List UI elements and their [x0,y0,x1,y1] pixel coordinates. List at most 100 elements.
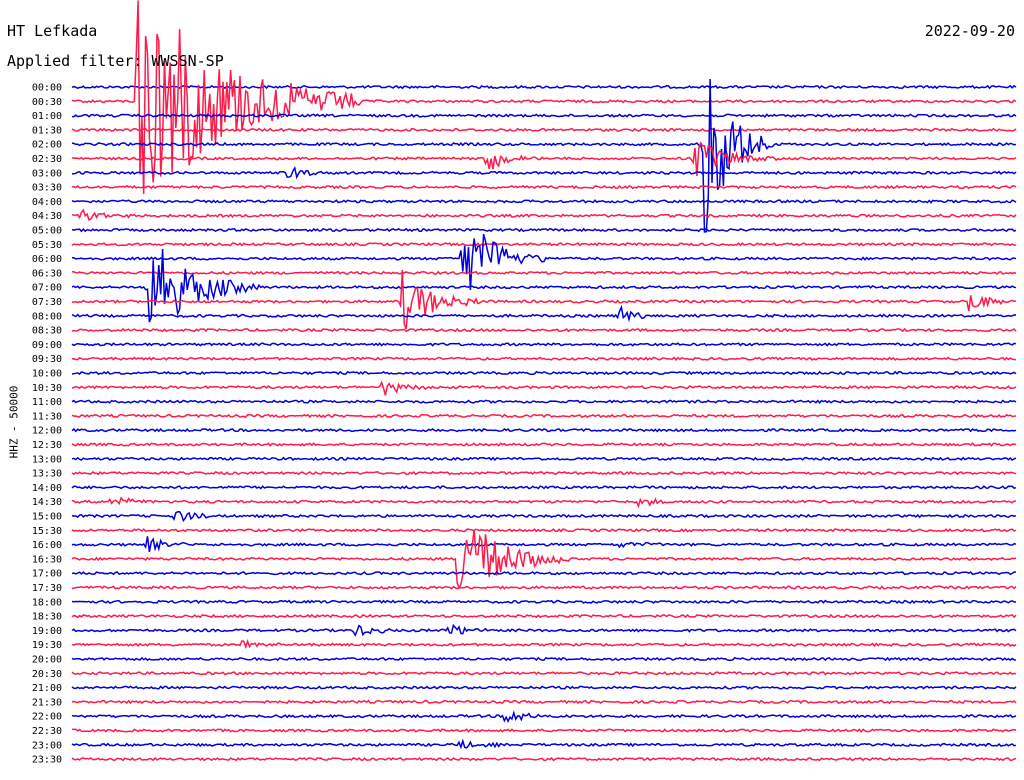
trace-line [71,356,1017,362]
time-tick-label: 11:30 [32,411,62,422]
trace-line [71,442,1017,447]
trace-line [71,427,1017,433]
trace-line [72,269,1017,330]
trace-line [71,599,1016,605]
trace-line [71,165,1017,180]
trace-line [71,710,1017,723]
time-tick-label: 17:30 [32,583,62,594]
time-tick-label: 16:30 [32,554,62,565]
time-tick-label: 06:00 [32,254,62,265]
trace-line [71,536,1017,553]
trace-line [71,248,1017,323]
time-tick-label: 14:00 [32,483,62,494]
time-tick-label: 16:00 [32,540,62,551]
time-tick-label: 11:00 [32,397,62,408]
trace-line [71,570,1017,576]
trace-line [71,671,1017,676]
trace-line [71,84,1017,90]
trace-line [71,270,1017,276]
time-tick-label: 13:00 [32,454,62,465]
trace-line [71,511,1017,523]
time-tick-label: 20:00 [32,655,62,666]
time-tick-label: 02:30 [32,154,62,165]
time-tick-label: 08:00 [32,311,62,322]
time-tick-label: 09:30 [32,354,62,365]
trace-line [71,485,1017,490]
trace-line [71,685,1017,690]
time-tick-label: 05:30 [32,240,62,251]
trace-line [71,529,1017,590]
trace-line [71,380,1017,396]
time-tick-label: 12:00 [32,426,62,437]
time-tick-label: 15:30 [32,526,62,537]
time-tick-label: 12:30 [32,440,62,451]
time-tick-label: 03:00 [32,168,62,179]
trace-line [71,0,1017,195]
trace-line [71,342,1017,347]
time-tick-label: 04:00 [32,197,62,208]
trace-line [71,756,1017,762]
time-tick-label: 21:30 [32,697,62,708]
trace-line [71,327,1017,333]
time-tick-label: 02:00 [32,140,62,151]
time-tick-label: 01:00 [32,111,62,122]
trace-line [71,496,1016,509]
trace-line [71,528,1017,533]
time-tick-label: 20:30 [32,669,62,680]
trace-line [71,470,1017,476]
time-tick-label: 00:30 [32,97,62,108]
time-tick-labels: 00:00 00:30 01:00 01:30 02:00 02:30 03:00 03:30… [32,83,62,766]
date-label: 2022-09-20 [924,22,1015,40]
trace-line [71,370,1017,376]
time-tick-label: 21:00 [32,683,62,694]
time-tick-label: 18:30 [32,612,62,623]
trace-line [71,208,1017,221]
time-tick-label: 03:30 [32,183,62,194]
time-tick-label: 19:00 [32,626,62,637]
time-tick-label: 07:00 [32,283,62,294]
trace-line [71,227,1017,233]
time-tick-label: 22:30 [32,726,62,737]
trace-line [71,413,1017,419]
time-tick-label: 07:30 [32,297,62,308]
time-tick-label: 22:00 [32,712,62,723]
time-tick-label: 04:30 [32,211,62,222]
time-tick-label: 10:30 [32,383,62,394]
trace-line [71,638,1017,650]
time-tick-label: 18:00 [32,597,62,608]
seismic-traces [71,0,1017,762]
time-tick-label: 13:30 [32,469,62,480]
trace-line [71,699,1017,705]
trace-line [71,184,1017,190]
time-tick-label: 23:00 [32,740,62,751]
trace-line [71,78,1017,233]
time-tick-label: 05:00 [32,226,62,237]
time-tick-label: 10:00 [32,369,62,380]
time-tick-label: 01:30 [32,125,62,136]
trace-line [71,613,1017,619]
time-tick-label: 09:00 [32,340,62,351]
trace-line [72,113,1017,118]
trace-line [71,399,1017,404]
filter-label: Applied filter: WWSSN-SP [7,52,224,70]
trace-line [71,242,1017,247]
time-tick-label: 14:30 [32,497,62,508]
time-tick-label: 23:30 [32,755,62,766]
time-tick-label: 00:00 [32,83,62,94]
time-tick-label: 19:30 [32,640,62,651]
time-tick-label: 17:00 [32,569,62,580]
channel-axis-label: HHZ - 50000 [7,385,21,459]
station-title: HT Lefkada [7,22,98,40]
trace-line [71,141,1017,177]
time-tick-label: 15:00 [32,512,62,523]
time-tick-label: 08:30 [32,326,62,337]
trace-line [71,738,1017,750]
trace-line [71,585,1017,590]
trace-line [71,199,1017,204]
trace-line [71,656,1017,662]
trace-line [71,304,1017,323]
trace-line [71,456,1017,462]
trace-line [71,234,1017,291]
trace-line [71,127,1017,133]
